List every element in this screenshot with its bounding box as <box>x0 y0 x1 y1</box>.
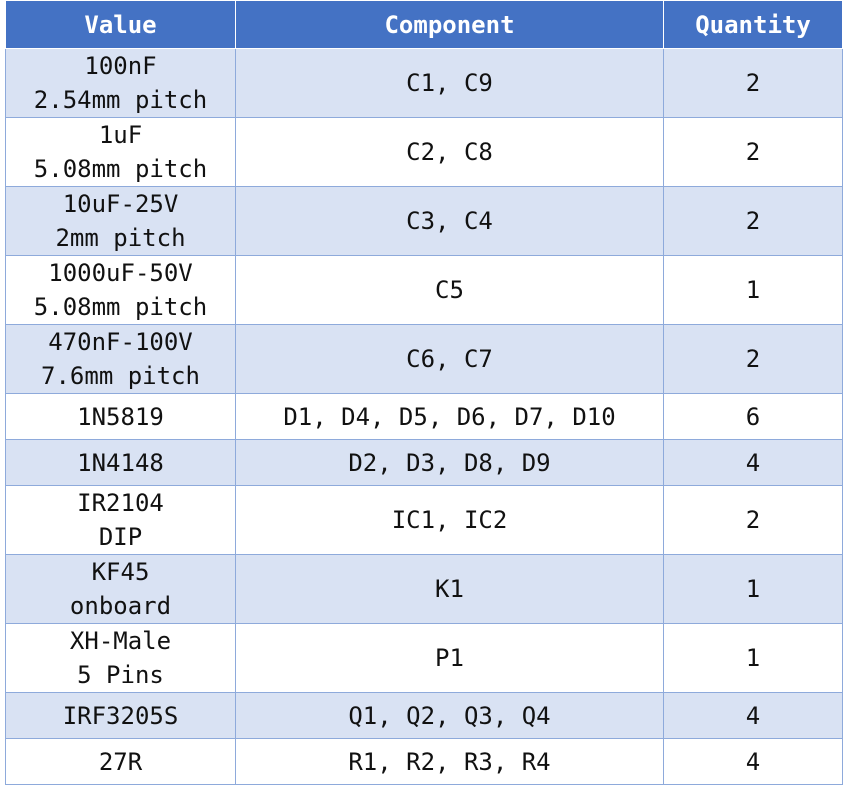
value-line: 27R <box>98 747 143 776</box>
value-line: KF45 <box>91 558 150 586</box>
value-line: 470nF-100V <box>48 328 193 356</box>
quantity-cell: 4 <box>663 439 843 486</box>
component-header: Component <box>235 0 664 49</box>
quantity-header: Quantity <box>663 0 843 49</box>
quantity-cell: 4 <box>663 738 843 785</box>
quantity-cell: 2 <box>663 324 843 394</box>
table-row: 1000uF-50V 5.08mm pitch C5 1 <box>5 255 843 325</box>
value-cell: 470nF-100V 7.6mm pitch <box>5 324 236 394</box>
value-cell: 1N5819 <box>5 393 236 440</box>
component-cell: C3, C4 <box>235 186 664 256</box>
table-row: 1uF 5.08mm pitch C2, C8 2 <box>5 117 843 187</box>
value-line: 5.08mm pitch <box>33 293 208 321</box>
value-cell: 1N4148 <box>5 439 236 486</box>
value-cell: 1uF 5.08mm pitch <box>5 117 236 187</box>
table-row: KF45 onboard K1 1 <box>5 554 843 624</box>
component-cell: D2, D3, D8, D9 <box>235 439 664 486</box>
value-cell: 10uF-25V 2mm pitch <box>5 186 236 256</box>
value-header: Value <box>5 0 236 49</box>
value-cell: 1000uF-50V 5.08mm pitch <box>5 255 236 325</box>
component-cell: C6, C7 <box>235 324 664 394</box>
table-row: 27R R1, R2, R3, R4 4 <box>5 738 843 785</box>
value-line: XH-Male <box>69 627 172 655</box>
component-cell: C2, C8 <box>235 117 664 187</box>
component-cell: Q1, Q2, Q3, Q4 <box>235 692 664 739</box>
value-line: 5 Pins <box>77 661 164 689</box>
value-line: 2.54mm pitch <box>33 86 208 114</box>
component-cell: C5 <box>235 255 664 325</box>
value-line: 1N4148 <box>77 448 164 477</box>
table-row: 10uF-25V 2mm pitch C3, C4 2 <box>5 186 843 256</box>
table-row: 1N5819 D1, D4, D5, D6, D7, D10 6 <box>5 393 843 440</box>
quantity-cell: 2 <box>663 117 843 187</box>
table-row: 1N4148 D2, D3, D8, D9 4 <box>5 439 843 486</box>
component-cell: P1 <box>235 623 664 693</box>
value-cell: 27R <box>5 738 236 785</box>
table-row: 470nF-100V 7.6mm pitch C6, C7 2 <box>5 324 843 394</box>
component-cell: K1 <box>235 554 664 624</box>
value-line: 1000uF-50V <box>48 259 193 287</box>
component-cell: IC1, IC2 <box>235 485 664 555</box>
quantity-cell: 1 <box>663 554 843 624</box>
table-row: 100nF 2.54mm pitch C1, C9 2 <box>5 48 843 118</box>
value-line: 2mm pitch <box>55 224 186 252</box>
quantity-cell: 4 <box>663 692 843 739</box>
bom-table: Value Component Quantity 100nF 2.54mm pit… <box>5 0 843 785</box>
quantity-cell: 2 <box>663 48 843 118</box>
value-cell: KF45 onboard <box>5 554 236 624</box>
value-line: IRF3205S <box>62 701 179 730</box>
table-row: IR2104 DIP IC1, IC2 2 <box>5 485 843 555</box>
value-cell: IRF3205S <box>5 692 236 739</box>
quantity-cell: 6 <box>663 393 843 440</box>
header-row: Value Component Quantity <box>5 0 843 49</box>
value-cell: 100nF 2.54mm pitch <box>5 48 236 118</box>
component-cell: C1, C9 <box>235 48 664 118</box>
value-line: 100nF <box>84 52 157 80</box>
value-line: 1uF <box>98 121 143 149</box>
quantity-cell: 1 <box>663 255 843 325</box>
component-cell: D1, D4, D5, D6, D7, D10 <box>235 393 664 440</box>
quantity-cell: 1 <box>663 623 843 693</box>
value-line: 1N5819 <box>77 402 164 431</box>
quantity-cell: 2 <box>663 186 843 256</box>
value-cell: XH-Male 5 Pins <box>5 623 236 693</box>
quantity-cell: 2 <box>663 485 843 555</box>
value-line: 5.08mm pitch <box>33 155 208 183</box>
table-row: IRF3205S Q1, Q2, Q3, Q4 4 <box>5 692 843 739</box>
value-line: IR2104 <box>77 489 164 517</box>
value-line: 7.6mm pitch <box>41 362 200 390</box>
component-cell: R1, R2, R3, R4 <box>235 738 664 785</box>
value-line: onboard <box>69 592 172 620</box>
table-row: XH-Male 5 Pins P1 1 <box>5 623 843 693</box>
value-line: DIP <box>98 523 143 551</box>
value-line: 10uF-25V <box>62 190 179 218</box>
value-cell: IR2104 DIP <box>5 485 236 555</box>
